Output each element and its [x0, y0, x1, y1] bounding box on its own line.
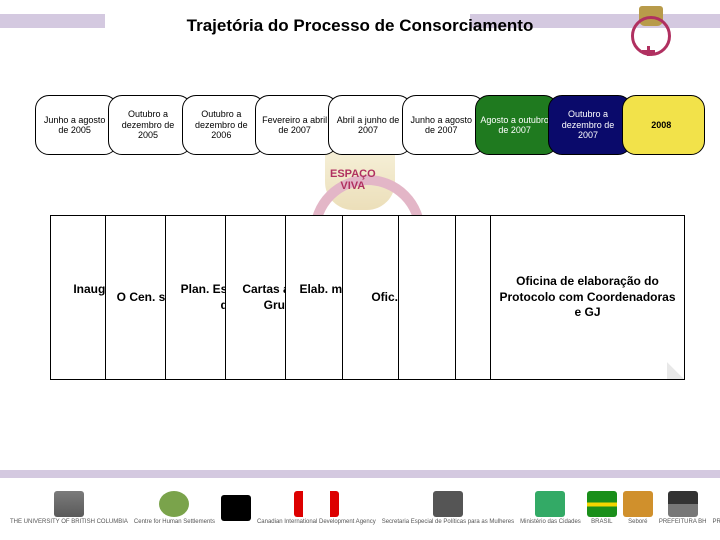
timeline-step-final: 2008: [622, 95, 705, 155]
footer-logo-label: PREFEITURA DE BETIM: [713, 519, 720, 525]
footer-logo: Canadian International Development Agenc…: [257, 486, 376, 532]
timeline-step-label: Fevereiro a abril de 2007: [258, 115, 331, 136]
timeline-step: Outubro a dezembro de 2007: [548, 95, 631, 155]
milestone-card-front: Oficina de elaboração do Protocolo com C…: [490, 215, 685, 380]
timeline-step-label: Abril a junho de 2007: [331, 115, 404, 136]
timeline-step-label: Outubro a dezembro de 2006: [185, 109, 258, 140]
chs-icon: [159, 491, 189, 517]
footer-logo: THE UNIVERSITY OF BRITISH COLUMBIA: [10, 486, 128, 532]
timeline-step-label: Junho a agosto de 2005: [38, 115, 111, 136]
timeline-step: Junho a agosto de 2005: [35, 95, 118, 155]
footer-logo-label: THE UNIVERSITY OF BRITISH COLUMBIA: [10, 519, 128, 525]
footer-logo-label: Secretaria Especial de Políticas para as…: [382, 519, 514, 525]
timeline-step-label: 2008: [651, 120, 671, 130]
title-bar: Trajetória do Processo de Consorciamento: [0, 8, 720, 44]
timeline-step-current: Agosto a outubro de 2007: [475, 95, 558, 155]
timeline-step: Junho a agosto de 2007: [402, 95, 485, 155]
footer-logo: Secretaria Especial de Políticas para as…: [382, 486, 514, 532]
sebore-icon: [623, 491, 653, 517]
timeline-step-label: Junho a agosto de 2007: [405, 115, 478, 136]
footer-logos: THE UNIVERSITY OF BRITISH COLUMBIA Centr…: [10, 482, 710, 535]
timeline-step: Outubro a dezembro de 2005: [108, 95, 191, 155]
ubc-icon: [54, 491, 84, 517]
timeline-step-label: Outubro a dezembro de 2007: [551, 109, 624, 140]
mcid-icon: [535, 491, 565, 517]
org-icon: [221, 495, 251, 521]
footer-logo: PREFEITURA BH: [659, 486, 707, 532]
footer-accent-bar: [0, 470, 720, 478]
footer-logo: PREFEITURA DE BETIM: [713, 486, 720, 532]
pbh-icon: [668, 491, 698, 517]
spm-icon: [433, 491, 463, 517]
milestone-cards: Inaug. Projeto Mul. Cid. Vand. O Cen. so…: [50, 215, 670, 415]
footer: THE UNIVERSITY OF BRITISH COLUMBIA Centr…: [0, 470, 720, 540]
footer-logo: Seboré: [623, 486, 653, 532]
timeline-step: Outubro a dezembro de 2006: [182, 95, 265, 155]
footer-logo-label: Seboré: [628, 519, 647, 525]
project-logo-small: [627, 6, 675, 54]
timeline-step: Fevereiro a abril de 2007: [255, 95, 338, 155]
footer-logo: Ministério das Cidades: [520, 486, 581, 532]
milestone-card-text: Oficina de elaboração do Protocolo com C…: [499, 274, 676, 321]
timeline-step-label: Outubro a dezembro de 2005: [111, 109, 184, 140]
footer-logo-label: BRASIL: [591, 519, 612, 525]
brasil-icon: [587, 491, 617, 517]
footer-logo-label: Canadian International Development Agenc…: [257, 519, 376, 525]
footer-logo-label: Centre for Human Settlements: [134, 519, 215, 525]
footer-logo: BRASIL: [587, 486, 617, 532]
watermark-text: ESPAÇO VIVA: [330, 168, 376, 192]
footer-logo: Centre for Human Settlements: [134, 486, 215, 532]
timeline: Junho a agosto de 2005 Outubro a dezembr…: [35, 95, 705, 155]
footer-logo-label: PREFEITURA BH: [659, 519, 707, 525]
footer-logo-label: Ministério das Cidades: [520, 519, 581, 525]
page-title: Trajetória do Processo de Consorciamento: [187, 16, 534, 36]
timeline-step: Abril a junho de 2007: [328, 95, 411, 155]
footer-logo: [221, 486, 251, 532]
cida-icon: [294, 491, 339, 517]
timeline-step-label: Agosto a outubro de 2007: [478, 115, 551, 136]
